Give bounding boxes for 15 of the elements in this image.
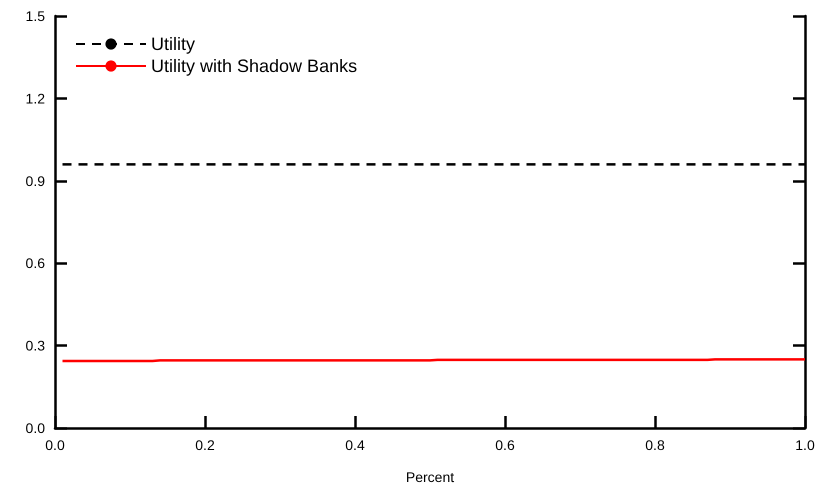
y-tick-label: 1.5 (26, 8, 46, 24)
x-tick-label: 0.8 (645, 437, 665, 453)
x-tick-label: 1.0 (795, 437, 815, 453)
y-tick-label: 1.2 (26, 90, 46, 106)
x-tick-label: 0.0 (45, 437, 65, 453)
x-axis-title: Percent (406, 469, 454, 485)
legend-label: Utility (151, 34, 195, 54)
legend-label: Utility with Shadow Banks (151, 56, 358, 76)
y-tick-label: 0.9 (26, 172, 46, 189)
y-tick-label: 0.3 (26, 338, 46, 354)
x-tick-label: 0.4 (345, 437, 365, 453)
y-tick-label: 0.6 (26, 255, 46, 272)
x-tick-label: 0.6 (495, 437, 515, 453)
y-tick-label: 0.0 (26, 420, 46, 436)
x-tick-label: 0.2 (195, 437, 215, 453)
